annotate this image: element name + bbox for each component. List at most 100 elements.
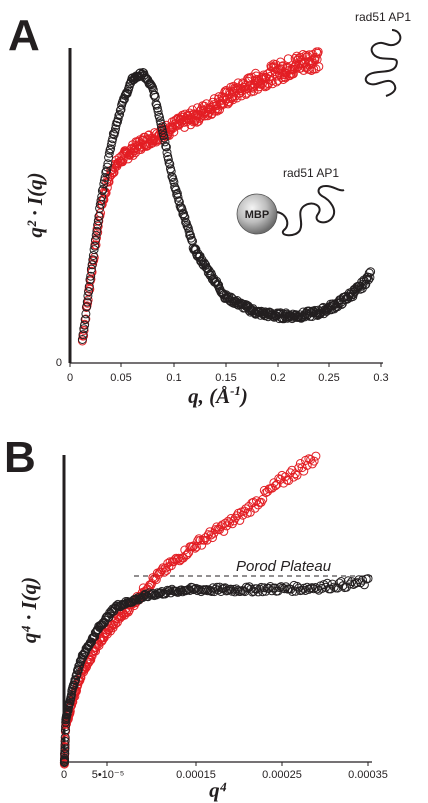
data-point	[91, 235, 100, 245]
data-point	[173, 192, 183, 202]
data-point	[87, 637, 96, 647]
data-point	[60, 736, 70, 746]
data-point	[172, 555, 182, 564]
data-point	[113, 114, 123, 124]
data-point	[309, 456, 319, 466]
data-point	[249, 586, 259, 596]
data-point	[69, 680, 79, 690]
data-point	[174, 197, 184, 207]
data-point	[184, 227, 194, 236]
data-point	[294, 463, 304, 473]
data-point	[215, 582, 225, 592]
data-point	[81, 314, 91, 324]
data-point	[97, 186, 107, 196]
data-point	[212, 522, 222, 532]
data-point	[84, 287, 94, 297]
data-point	[314, 62, 324, 72]
data-point	[119, 94, 129, 104]
panel-b-x-ticks: 0 5•10⁻⁵ 0.00015 0.00025 0.00035	[61, 762, 388, 781]
data-point	[162, 148, 172, 158]
data-point	[98, 184, 108, 194]
data-point	[235, 515, 245, 525]
data-point	[83, 291, 93, 301]
data-point	[191, 542, 201, 552]
data-point	[183, 223, 193, 233]
panel-a-x-label-prefix: q, (	[188, 384, 218, 408]
data-point	[304, 306, 314, 316]
data-point	[80, 320, 89, 330]
panel-b-x-tick-label: 0.00015	[176, 769, 216, 781]
mbp-label: MBP	[245, 209, 269, 221]
panel-a-x-tick-label: 0.2	[270, 372, 285, 384]
data-point	[166, 166, 176, 176]
data-point	[197, 540, 207, 550]
data-point	[272, 479, 282, 489]
data-point	[79, 324, 89, 334]
data-point	[78, 330, 88, 340]
data-point	[291, 586, 301, 596]
data-point	[84, 282, 94, 291]
data-point	[239, 506, 249, 516]
data-point	[220, 518, 230, 528]
data-point	[204, 266, 214, 276]
data-point	[364, 268, 374, 278]
data-point	[86, 271, 96, 281]
data-point	[100, 173, 110, 182]
data-point	[283, 54, 293, 64]
data-point	[208, 533, 217, 543]
construct-label-top: rad51 AP1	[355, 10, 411, 24]
data-point	[77, 335, 87, 344]
data-point	[147, 81, 157, 91]
data-point	[165, 159, 175, 169]
data-point	[80, 315, 90, 325]
data-point	[102, 629, 112, 639]
data-point	[174, 587, 184, 597]
data-point	[112, 118, 122, 127]
data-point	[88, 251, 98, 260]
panel-b-x-tick-label: 0	[61, 769, 67, 781]
data-point	[60, 740, 70, 750]
data-point	[230, 513, 240, 523]
panel-a-x-tick-label: 0.3	[373, 372, 388, 384]
panel-a-x-label-unit: Å	[214, 384, 230, 408]
data-point	[152, 103, 162, 113]
data-point	[60, 744, 70, 754]
panel-b-x-tick-label: 5•10⁻⁵	[92, 769, 125, 781]
panel-b-x-tick-label: 0.00025	[262, 769, 302, 781]
data-point	[204, 585, 214, 595]
data-point	[108, 134, 118, 144]
data-point	[156, 119, 166, 129]
data-point	[195, 535, 205, 545]
data-point	[113, 599, 123, 609]
data-point	[236, 587, 246, 596]
panel-a-x-label-exponent: -1	[230, 383, 241, 398]
data-point	[182, 550, 192, 559]
data-point	[253, 500, 263, 510]
panel-a-y-tick-label: 0	[56, 357, 62, 369]
data-point	[88, 255, 98, 265]
data-point	[237, 91, 246, 101]
data-point	[181, 550, 191, 560]
panel-a-x-tick-label: 0	[67, 372, 73, 384]
data-point	[358, 575, 367, 585]
data-point	[161, 142, 171, 152]
data-point	[101, 167, 111, 177]
data-point	[73, 665, 83, 675]
panel-a: A 0 0 0.05 0.1 0.15 0.2 0.25 0.3 q² · I(…	[8, 10, 411, 408]
construct-cartoon-mbp: rad51 AP1 MBP	[236, 166, 345, 237]
data-point	[226, 514, 236, 523]
data-point	[60, 732, 70, 742]
data-point	[169, 177, 179, 187]
data-point	[161, 141, 171, 151]
data-point	[313, 47, 323, 57]
data-point	[279, 584, 289, 594]
data-point	[106, 140, 116, 150]
data-point	[263, 69, 272, 79]
panel-b: B Porod Plateau 0 5•10⁻⁵ 0.00015 0.00025…	[4, 433, 388, 802]
panel-a-x-tick-label: 0.05	[110, 372, 131, 384]
panel-a-data-points	[77, 47, 376, 346]
data-point	[114, 111, 124, 120]
data-point	[91, 230, 101, 240]
data-point	[232, 93, 242, 103]
